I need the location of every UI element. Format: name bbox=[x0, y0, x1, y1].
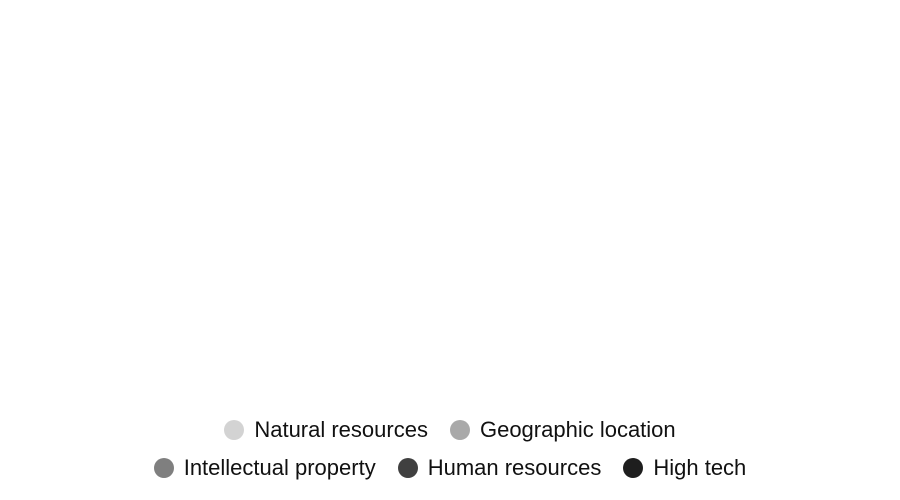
legend-item-human-resources[interactable]: Human resources bbox=[397, 453, 602, 483]
legend-label-intellectual-property: Intellectual property bbox=[183, 455, 376, 480]
legend-dot-intellectual-property bbox=[153, 458, 174, 478]
legend-item-natural-resources[interactable]: Natural resources bbox=[224, 415, 428, 445]
legend-item-geographic-location[interactable]: Geographic location bbox=[449, 415, 676, 445]
legend-dot-natural-resources bbox=[224, 420, 245, 440]
chart-legend: Natural resources Geographic location In… bbox=[0, 415, 900, 483]
legend-row-2: Intellectual property Human resources Hi… bbox=[153, 453, 746, 483]
legend-label-high-tech: High tech bbox=[653, 455, 747, 480]
legend-item-intellectual-property[interactable]: Intellectual property bbox=[153, 453, 376, 483]
legend-row-1: Natural resources Geographic location bbox=[224, 415, 676, 445]
legend-dot-high-tech bbox=[623, 458, 644, 478]
legend-dot-human-resources bbox=[397, 458, 418, 478]
legend-item-high-tech[interactable]: High tech bbox=[623, 453, 746, 483]
legend-label-natural-resources: Natural resources bbox=[254, 417, 428, 442]
legend-label-human-resources: Human resources bbox=[427, 455, 602, 480]
chart-plot-area bbox=[0, 0, 900, 405]
legend-dot-geographic-location bbox=[449, 420, 470, 440]
legend-label-geographic-location: Geographic location bbox=[479, 417, 676, 442]
